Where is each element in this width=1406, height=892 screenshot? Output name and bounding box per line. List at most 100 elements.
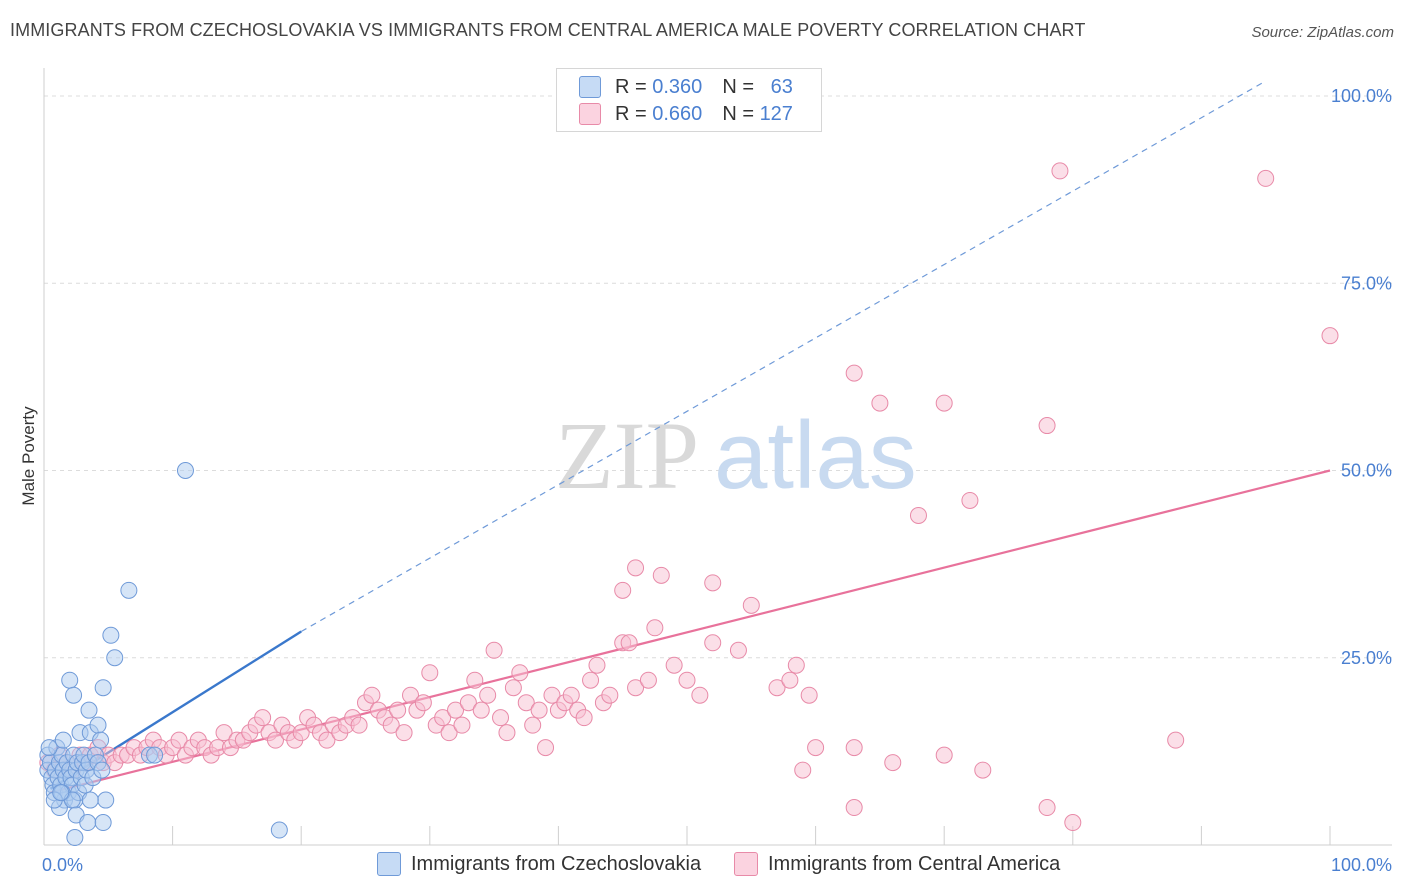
central-america-point-115 [781, 671, 799, 689]
watermark-atlas: atlas [714, 402, 917, 509]
central-america-point-118 [845, 739, 863, 757]
czechoslovakia-point-51 [120, 581, 138, 599]
central-america-point-113 [704, 574, 722, 592]
central-america-point-55 [389, 701, 407, 719]
central-america-point-91 [627, 679, 645, 697]
central-america-point-67 [466, 671, 484, 689]
czechoslovakia-point-56 [79, 814, 97, 832]
bottom-legend-label: Immigrants from Central America [768, 852, 1061, 875]
czechoslovakia-point-53 [146, 746, 164, 764]
series-czechoslovakia-points [39, 462, 288, 847]
central-america-point-68 [472, 701, 490, 719]
x-tick-label-min: 0.0% [42, 855, 83, 875]
central-america-point-69 [479, 686, 497, 704]
central-america-point-120 [884, 754, 902, 772]
czechoslovakia-point-61 [52, 784, 70, 802]
source-label: Source: ZipAtlas.com [1251, 24, 1394, 41]
central-america-point-65 [453, 716, 471, 734]
central-america-point-56 [395, 724, 413, 742]
x-tick-label-max: 100.0% [1331, 855, 1392, 875]
legend-r-value: 0.660 [652, 102, 703, 125]
central-america-point-95 [678, 671, 696, 689]
central-america-point-59 [414, 694, 432, 712]
chart-title: IMMIGRANTS FROM CZECHOSLOVAKIA VS IMMIGR… [10, 20, 1086, 40]
y-tick-label-1: 50.0% [1341, 461, 1392, 481]
czechoslovakia-point-50 [102, 626, 120, 644]
central-america-point-57 [402, 686, 420, 704]
czechoslovakia-point-43 [61, 671, 79, 689]
central-america-point-112 [652, 566, 670, 584]
watermark-zip: ZIP [555, 402, 699, 509]
central-america-point-105 [961, 491, 979, 509]
central-america-point-125 [1064, 814, 1082, 832]
central-america-point-98 [729, 641, 747, 659]
central-america-point-108 [1257, 169, 1275, 187]
bottom-legend-label: Immigrants from Czechoslovakia [411, 852, 702, 875]
stats-legend: R = 0.360 N = 63 R = 0.660 N = 127 [556, 68, 822, 132]
central-america-point-78 [537, 739, 555, 757]
legend-row-czechoslovakia: R = 0.360 N = 63 [579, 74, 793, 100]
central-america-point-28 [215, 724, 233, 742]
central-america-point-63 [440, 724, 458, 742]
central-america-point-79 [543, 686, 561, 704]
central-america-point-36 [266, 731, 284, 749]
central-america-point-60 [421, 664, 439, 682]
central-america-point-74 [511, 664, 529, 682]
central-america-point-116 [800, 686, 818, 704]
central-america-point-92 [639, 671, 657, 689]
y-tick-label-0: 25.0% [1341, 648, 1392, 668]
y-tick-label-3: 100.0% [1331, 86, 1392, 106]
central-america-point-104 [935, 394, 953, 412]
czechoslovakia-point-58 [270, 821, 288, 839]
y-tick-label-2: 75.0% [1341, 273, 1392, 293]
central-america-point-88 [601, 686, 619, 704]
czechoslovakia-point-54 [176, 462, 194, 479]
legend-row-central-america: R = 0.660 N = 127 [579, 101, 793, 127]
central-america-point-73 [504, 679, 522, 697]
bottom-legend-swatch-blue [377, 852, 401, 876]
central-america-point-106 [1038, 417, 1056, 435]
legend-n-value: 127 [759, 102, 793, 125]
bottom-legend-czechoslovakia: Immigrants from Czechoslovakia [377, 852, 701, 876]
czechoslovakia-point-57 [94, 814, 112, 832]
central-america-point-62 [434, 709, 452, 727]
central-america-point-126 [1167, 731, 1185, 749]
legend-r-value: 0.360 [652, 75, 703, 98]
central-america-point-72 [498, 724, 516, 742]
gridlines [44, 95, 1392, 659]
czechoslovakia-point-47 [94, 679, 112, 697]
legend-n-value: 63 [770, 75, 793, 98]
central-america-point-82 [562, 686, 580, 704]
central-america-point-110 [627, 559, 645, 577]
central-america-point-64 [447, 701, 465, 719]
trend-extension-czechoslovakia [300, 80, 1266, 633]
central-america-point-93 [646, 619, 664, 637]
central-america-point-124 [845, 799, 863, 817]
central-america-point-66 [459, 694, 477, 712]
central-america-point-119 [794, 761, 812, 779]
central-america-point-51 [363, 686, 381, 704]
central-america-point-122 [974, 761, 992, 779]
central-america-point-100 [807, 739, 825, 757]
legend-r-label: R = [615, 75, 647, 98]
czechoslovakia-point-37 [97, 791, 115, 809]
bottom-legend-central-america: Immigrants from Central America [734, 852, 1060, 876]
bottom-legend-swatch-pink [734, 852, 758, 876]
czechoslovakia-point-59 [54, 731, 72, 749]
legend-n-label: N = [722, 75, 754, 98]
czechoslovakia-point-49 [106, 649, 124, 667]
central-america-point-97 [704, 634, 722, 652]
czechoslovakia-point-36 [93, 761, 111, 779]
central-america-point-44 [318, 731, 336, 749]
central-america-point-117 [787, 656, 805, 674]
legend-n-label: N = [722, 102, 754, 125]
central-america-point-99 [742, 596, 760, 614]
central-america-point-77 [530, 701, 548, 719]
legend-swatch-blue [579, 76, 601, 98]
central-america-point-107 [1051, 162, 1069, 180]
legend-swatch-pink [579, 103, 601, 125]
central-america-point-49 [350, 716, 368, 734]
czechoslovakia-point-55 [66, 829, 84, 847]
central-america-point-102 [871, 394, 889, 412]
